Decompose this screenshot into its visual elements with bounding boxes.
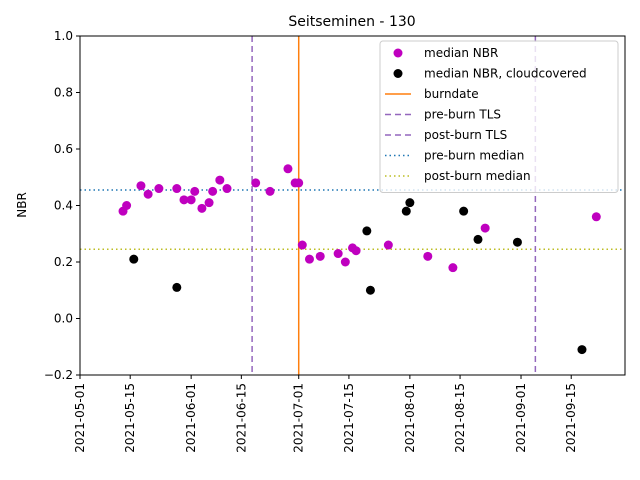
median-nbr-point [448,263,458,273]
legend-label: median NBR, cloudcovered [424,67,587,81]
median-nbr-point [304,254,314,264]
x-tick-label: 2021-07-01 [292,383,306,453]
cloudcovered-nbr-point [365,285,375,295]
y-tick-label: 0.0 [54,312,73,326]
median-nbr-point [204,198,214,208]
median-nbr-point [333,249,343,259]
chart-title: Seitseminen - 130 [288,14,415,30]
median-nbr-point [265,186,275,196]
y-tick-label: −0.2 [44,368,73,382]
median-nbr-point [351,246,361,256]
cloudcovered-nbr-point [405,198,415,208]
legend-box [379,40,619,193]
x-tick-label: 2021-09-01 [514,383,528,453]
cloudcovered-nbr-point [401,206,411,216]
x-tick-label: 2021-05-01 [73,383,87,453]
plot-area: −0.2 0.0 0.2 0.4 0.6 0.8 1.0 2021-05-01 2021-05-… [44,29,626,453]
cloudcovered-nbr-point [577,345,587,355]
median-nbr-point [423,251,433,261]
median-nbr-point [172,184,182,194]
median-nbr-point [480,223,490,233]
median-nbr-point [315,251,325,261]
cloudcovered-nbr-point [172,282,182,292]
x-tick-label: 2021-07-15 [342,383,356,453]
legend-marker [393,48,403,58]
cloudcovered-nbr-point [129,254,139,264]
x-tick-label: 2021-06-01 [184,383,198,453]
legend-label: post-burn median [424,169,531,183]
median-nbr-point [591,212,601,222]
cloudcovered-nbr-point [459,206,469,216]
y-tick-label: 0.8 [54,86,73,100]
median-nbr-point [197,203,207,213]
cloudcovered-nbr-point [473,234,483,244]
x-tick-label: 2021-06-15 [234,383,248,453]
y-tick-label: 0.2 [54,255,73,269]
median-nbr-point [297,240,307,250]
cloudcovered-nbr-point [512,237,522,247]
legend: median NBR median NBR, cloudcovered burnda… [379,40,619,193]
y-axis-label: NBR [15,192,29,218]
median-nbr-point [190,186,200,196]
median-nbr-point [186,195,196,205]
x-tick-label: 2021-05-15 [123,383,137,453]
median-nbr-point [143,189,153,199]
legend-label: pre-burn TLS [424,108,501,122]
x-tick-label: 2021-08-15 [453,383,467,453]
legend-label: post-burn TLS [424,128,507,142]
cloudcovered-nbr-point [362,226,372,236]
median-nbr-point [154,184,164,194]
median-nbr-point [340,257,350,267]
median-nbr-point [208,186,218,196]
legend-label: pre-burn median [424,149,524,163]
legend-marker [393,69,403,78]
median-nbr-point [222,184,232,194]
legend-label: burndate [424,87,479,101]
y-tick-label: 0.4 [54,199,73,213]
x-tick-label: 2021-09-15 [564,383,578,453]
median-nbr-point [122,201,132,210]
median-nbr-point [294,178,304,188]
median-nbr-point [383,240,393,250]
median-nbr-point [283,164,293,174]
median-nbr-point [179,195,189,205]
y-tick-label: 0.6 [54,142,73,156]
median-nbr-point [215,175,225,185]
median-nbr-point [136,181,146,191]
x-tick-label: 2021-08-01 [403,383,417,453]
median-nbr-point [251,178,261,188]
y-tick-label: 1.0 [54,29,73,43]
legend-label: median NBR [424,46,498,60]
